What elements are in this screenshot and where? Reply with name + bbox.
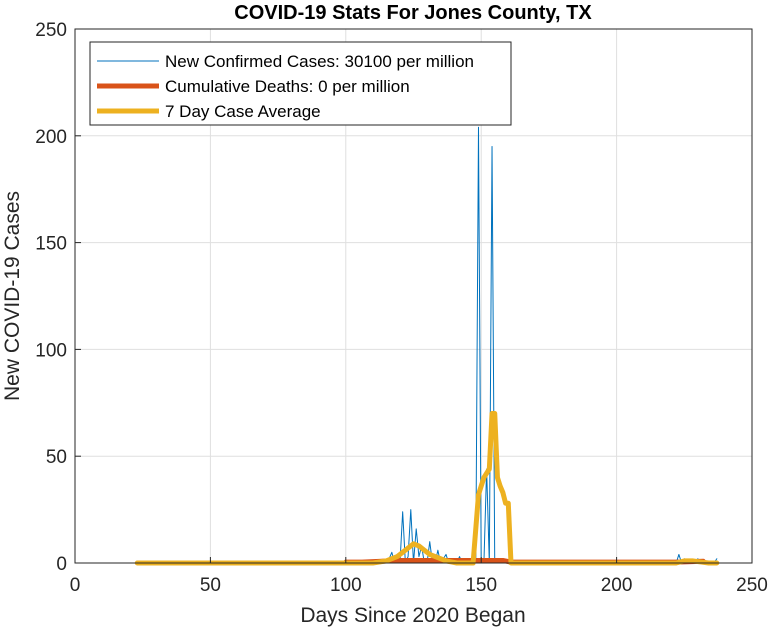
legend-box [89, 41, 512, 126]
y-tick-label: 150 [35, 234, 67, 255]
x-axis-ticks: 0 50 100 150 200 250 [70, 557, 768, 596]
x-axis-label: Days Since 2020 Began [300, 604, 525, 627]
x-tick-label: 150 [465, 575, 497, 596]
x-tick-label: 200 [601, 575, 633, 596]
y-tick-label: 0 [56, 554, 67, 575]
y-tick-label: 100 [35, 340, 67, 361]
y-axis-ticks: 0 50 100 150 200 250 [35, 20, 81, 575]
y-tick-label: 50 [46, 447, 67, 468]
legend-label-new-cases: New Confirmed Cases: 30100 per million [165, 52, 474, 71]
y-tick-label: 250 [35, 20, 67, 41]
legend: New Confirmed Cases: 30100 per million C… [89, 41, 512, 126]
y-tick-label: 200 [35, 127, 67, 148]
legend-label-cumulative-deaths: Cumulative Deaths: 0 per million [165, 77, 410, 96]
plot-border [74, 28, 753, 564]
chart-title: COVID-19 Stats For Jones County, TX [234, 2, 592, 24]
legend-label-7-day-average: 7 Day Case Average [165, 102, 321, 121]
x-tick-label: 0 [70, 575, 81, 596]
x-tick-label: 250 [736, 575, 768, 596]
x-tick-label: 50 [200, 575, 221, 596]
y-axis-label: New COVID-19 Cases [1, 191, 24, 401]
x-tick-label: 100 [330, 575, 362, 596]
